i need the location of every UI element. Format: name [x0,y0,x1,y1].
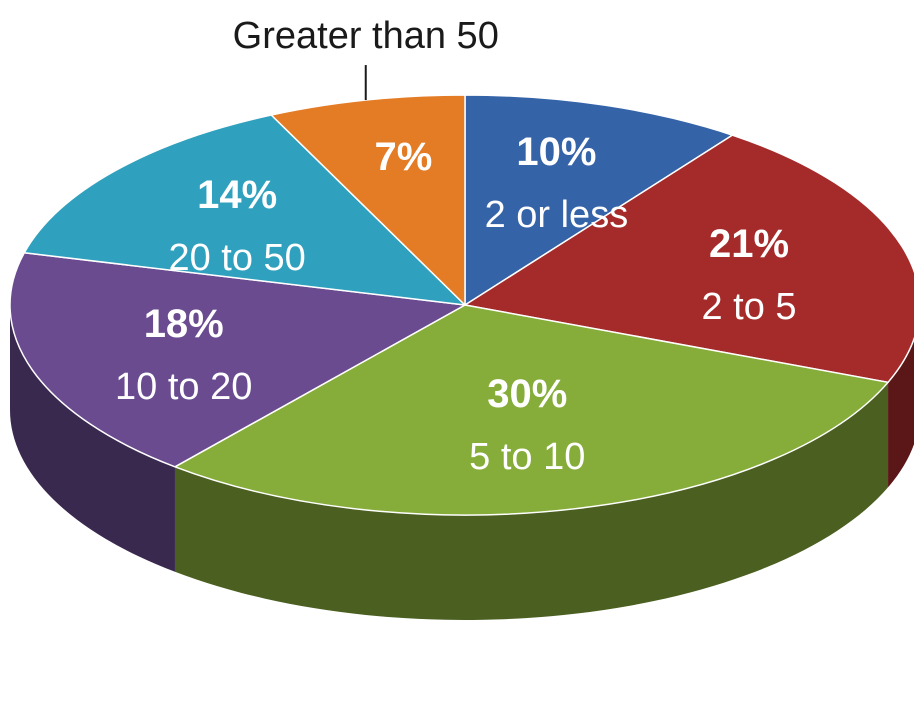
pie-label-20-to-50-percent: 14% [197,173,277,217]
pie-top-faces [9,94,914,516]
pie-side-faces [10,305,914,620]
pie-label-2-to-5-percent: 21% [709,222,789,266]
pie-label-5-to-10-category: 5 to 10 [469,436,585,478]
pie-side-10-to-20 [10,305,175,572]
pie-label-20-to-50-category: 20 to 50 [168,237,305,279]
pie-label-2-or-less-category: 2 or less [485,194,629,236]
pie-label-greater-than-50-category: Greater than 50 [233,15,499,57]
pie-side-5-to-10 [174,382,889,620]
pie-label-5-to-10-percent: 30% [487,372,567,416]
pie-slice-2-or-less [464,94,734,306]
pie-label-10-to-20-category: 10 to 20 [115,366,252,408]
pie-label-greater-than-50-percent: 7% [375,135,433,179]
pie-slice-2-to-5 [464,134,914,384]
pie-slice-10-to-20 [9,252,466,468]
pie-label-2-to-5-category: 2 to 5 [701,286,796,328]
pie-slice-5-to-10 [174,304,889,516]
pie-slice-20-to-50 [23,114,466,306]
pie-label-2-or-less-percent: 10% [516,130,596,174]
pie-side-2-to-5 [888,338,914,488]
pie-labels: 10% 2 or less 21% 2 to 5 30% 5 to 10 18% 10 to … [115,15,796,478]
pie-label-10-to-20-percent: 18% [144,302,224,346]
